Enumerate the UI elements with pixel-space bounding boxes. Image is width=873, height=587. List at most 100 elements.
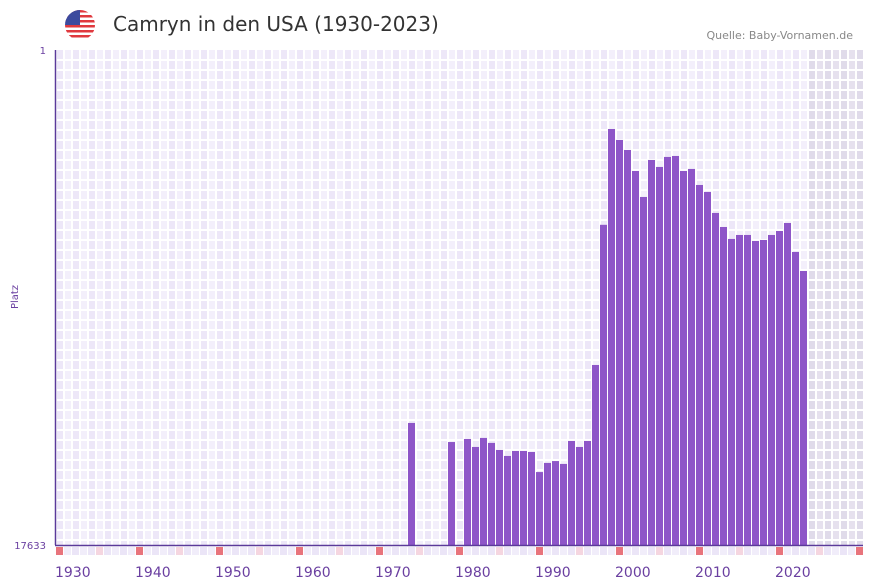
source-label: Quelle: Baby-Vornamen.de <box>706 29 853 42</box>
grid-line <box>311 50 313 545</box>
year-marker <box>176 547 183 555</box>
grid-line <box>279 50 281 545</box>
grid-line <box>391 50 393 545</box>
grid-column <box>312 50 320 545</box>
grid-line <box>56 489 864 491</box>
grid-line <box>527 50 529 545</box>
grid-column <box>392 50 400 545</box>
year-marker <box>800 547 807 555</box>
grid-column <box>144 50 152 545</box>
grid-line <box>56 309 864 311</box>
grid-column <box>808 50 816 545</box>
grid-column <box>840 50 848 545</box>
year-marker <box>216 547 223 555</box>
grid-line <box>519 50 521 545</box>
year-marker <box>680 547 687 555</box>
year-marker <box>328 547 335 555</box>
grid-column <box>496 50 504 545</box>
grid-line <box>56 279 864 281</box>
grid-line <box>191 50 193 545</box>
year-marker <box>704 547 711 555</box>
bar-2001 <box>624 149 631 545</box>
year-marker <box>96 547 103 555</box>
grid-line <box>295 50 297 545</box>
year-marker <box>672 547 679 555</box>
grid-line <box>287 50 289 545</box>
grid-line <box>543 50 545 545</box>
grid-line <box>56 369 864 371</box>
grid-line <box>447 50 449 545</box>
grid-column <box>408 50 416 545</box>
grid-column <box>360 50 368 545</box>
year-marker <box>808 547 815 555</box>
year-marker <box>616 547 623 555</box>
bar-1990 <box>536 472 543 545</box>
year-marker <box>712 547 719 555</box>
year-marker <box>632 547 639 555</box>
grid-line <box>335 50 337 545</box>
year-marker <box>784 547 791 555</box>
grid-line <box>831 50 833 545</box>
bar-1995 <box>576 446 583 545</box>
year-marker <box>336 547 343 555</box>
grid-line <box>56 419 864 421</box>
year-marker <box>488 547 495 555</box>
x-tick-label: 1980 <box>455 565 491 581</box>
grid-line <box>511 50 513 545</box>
grid-column <box>480 50 488 545</box>
grid-column <box>416 50 424 545</box>
year-marker <box>496 547 503 555</box>
x-tick-label: 1990 <box>535 565 571 581</box>
grid-line <box>111 50 113 545</box>
grid-line <box>56 169 864 171</box>
grid-line <box>487 50 489 545</box>
grid-column <box>272 50 280 545</box>
grid-column <box>536 50 544 545</box>
year-marker <box>464 547 471 555</box>
grid-line <box>56 149 864 151</box>
grid-column <box>184 50 192 545</box>
grid-line <box>375 50 377 545</box>
grid-column <box>112 50 120 545</box>
grid-line <box>56 499 864 501</box>
bar-1979 <box>448 442 455 545</box>
year-marker <box>552 547 559 555</box>
year-marker <box>656 547 663 555</box>
grid-column <box>256 50 264 545</box>
grid-line <box>455 50 457 545</box>
grid-line <box>103 50 105 545</box>
year-marker <box>304 547 311 555</box>
year-marker <box>56 547 63 555</box>
year-marker <box>200 547 207 555</box>
year-marker <box>64 547 71 555</box>
y-axis-label: Platz <box>10 285 21 309</box>
grid-line <box>56 109 864 111</box>
grid-line <box>855 50 857 545</box>
year-marker <box>568 547 575 555</box>
bar-2023 <box>800 270 807 545</box>
year-marker <box>504 547 511 555</box>
year-marker <box>424 547 431 555</box>
bar-2011 <box>704 191 711 545</box>
grid-line <box>56 249 864 251</box>
grid-line <box>319 50 321 545</box>
year-marker <box>232 547 239 555</box>
grid-column <box>528 50 536 545</box>
grid-column <box>88 50 96 545</box>
grid-line <box>807 50 809 545</box>
year-marker <box>360 547 367 555</box>
grid-column <box>120 50 128 545</box>
grid-line <box>167 50 169 545</box>
year-marker <box>344 547 351 555</box>
grid-line <box>56 159 864 161</box>
year-marker <box>752 547 759 555</box>
grid-line <box>351 50 353 545</box>
bar-2019 <box>768 234 775 545</box>
year-marker <box>608 547 615 555</box>
grid-column <box>192 50 200 545</box>
x-tick-label: 1960 <box>295 565 331 581</box>
grid-column <box>168 50 176 545</box>
grid-line <box>56 269 864 271</box>
bar-2000 <box>616 139 623 545</box>
bars <box>408 128 807 546</box>
